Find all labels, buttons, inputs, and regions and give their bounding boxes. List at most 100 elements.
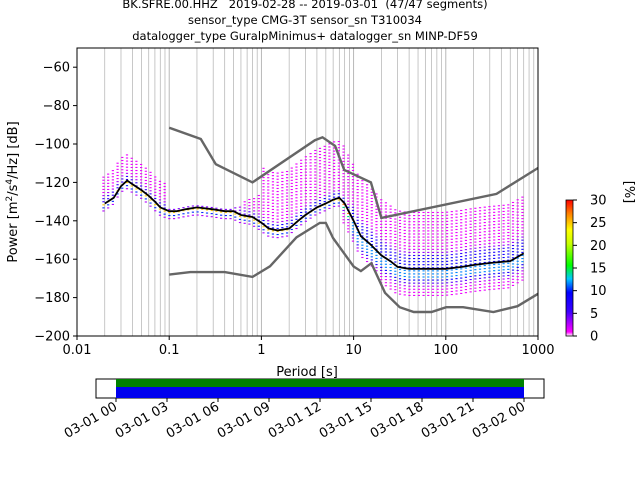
heatmap-cell (488, 230, 491, 232)
heatmap-cell (469, 282, 472, 284)
heatmap-cell (295, 181, 298, 183)
heatmap-cell (257, 201, 260, 203)
heatmap-cell (464, 292, 468, 294)
heatmap-cell (445, 251, 449, 253)
heatmap-cell (441, 211, 444, 214)
heatmap-cell (361, 201, 364, 203)
heatmap-cell (521, 218, 524, 220)
heatmap-cell (474, 235, 477, 237)
heatmap-cell (351, 215, 355, 218)
heatmap-cell (333, 181, 336, 183)
heatmap-cell (285, 170, 289, 173)
heatmap-cell (281, 227, 284, 229)
heatmap-cell (243, 222, 246, 224)
heatmap-cell (507, 253, 510, 255)
heatmap-cell (436, 285, 439, 287)
heatmap-cell (337, 193, 340, 195)
heatmap-cell (469, 257, 472, 259)
heatmap-cell (154, 185, 157, 187)
heatmap-cell (507, 247, 510, 249)
heatmap-cell (102, 188, 105, 190)
ppsd-heatmap (102, 140, 524, 296)
heatmap-cell (431, 211, 435, 214)
colorbar-tick-label: 10 (590, 284, 607, 299)
heatmap-cell (347, 182, 350, 184)
heatmap-cell (257, 207, 260, 209)
heatmap-cell (398, 216, 402, 218)
noise-models (168, 126, 538, 314)
heatmap-cell (417, 211, 420, 214)
heatmap-cell (422, 224, 425, 226)
heatmap-cell (125, 160, 129, 162)
heatmap-cell (464, 212, 468, 214)
colorbar-tick-label: 0 (590, 330, 598, 345)
heatmap-cell (445, 285, 449, 287)
heatmap-cell (375, 193, 378, 195)
heatmap-cell (521, 224, 524, 226)
heatmap-cell (380, 263, 383, 265)
heatmap-cell (149, 184, 152, 186)
heatmap-cell (309, 189, 312, 192)
heatmap-cell (370, 207, 373, 209)
heatmap-cell (389, 233, 392, 235)
heatmap-cell (488, 221, 491, 223)
heatmap-cell (281, 211, 284, 213)
heatmap-cell (342, 163, 345, 165)
heatmap-cell (389, 230, 392, 232)
heatmap-cell (493, 251, 496, 253)
heatmap-cell (408, 285, 411, 287)
heatmap-cell (445, 279, 449, 281)
heatmap-cell (314, 177, 317, 179)
heatmap-cell (130, 160, 133, 162)
heatmap-cell (516, 266, 519, 268)
heatmap-cell (243, 207, 246, 209)
heatmap-cell (300, 162, 303, 164)
heatmap-cell (347, 154, 350, 156)
heatmap-cell (295, 184, 298, 187)
heatmap-cell (441, 254, 444, 257)
heatmap-cell (370, 194, 373, 196)
heatmap-cell (474, 275, 477, 277)
heatmap-cell (347, 225, 350, 227)
heatmap-cell (238, 221, 242, 224)
heatmap-cell (483, 212, 486, 214)
heatmap-cell (413, 236, 416, 238)
heatmap-cell (140, 197, 143, 199)
heatmap-cell (417, 258, 420, 260)
heatmap-cell (413, 285, 416, 287)
heatmap-cell (323, 201, 326, 203)
heatmap-cell (445, 266, 449, 269)
heatmap-cell (422, 273, 425, 275)
heatmap-cell (483, 228, 486, 230)
heatmap-cell (276, 218, 279, 220)
heatmap-cell (488, 273, 491, 275)
heatmap-cell (478, 268, 482, 270)
heatmap-cell (154, 210, 157, 212)
heatmap-cell (158, 183, 162, 186)
heatmap-cell (262, 186, 265, 188)
timeline-tick-label: 03-01 15 (317, 399, 375, 441)
heatmap-cell (474, 223, 477, 225)
heatmap-cell (187, 212, 190, 214)
heatmap-cell (234, 213, 237, 215)
heatmap-cell (347, 160, 350, 162)
heatmap-cell (469, 263, 472, 265)
heatmap-cell (469, 211, 472, 213)
heatmap-cell (417, 245, 420, 247)
heatmap-cell (342, 154, 345, 156)
heatmap-cell (417, 276, 420, 278)
heatmap-cell (262, 180, 265, 182)
heatmap-cell (158, 211, 162, 213)
heatmap-cell (300, 208, 303, 210)
heatmap-cell (445, 269, 449, 272)
heatmap-cell (149, 171, 152, 173)
heatmap-cell (413, 261, 416, 263)
heatmap-cell (450, 260, 453, 262)
heatmap-cell (323, 207, 326, 209)
heatmap-cell (427, 221, 430, 223)
heatmap-cell (347, 219, 350, 221)
heatmap-cell (370, 237, 373, 239)
heatmap-cell (318, 163, 322, 165)
heatmap-cell (347, 176, 350, 178)
heatmap-cell (450, 229, 453, 231)
